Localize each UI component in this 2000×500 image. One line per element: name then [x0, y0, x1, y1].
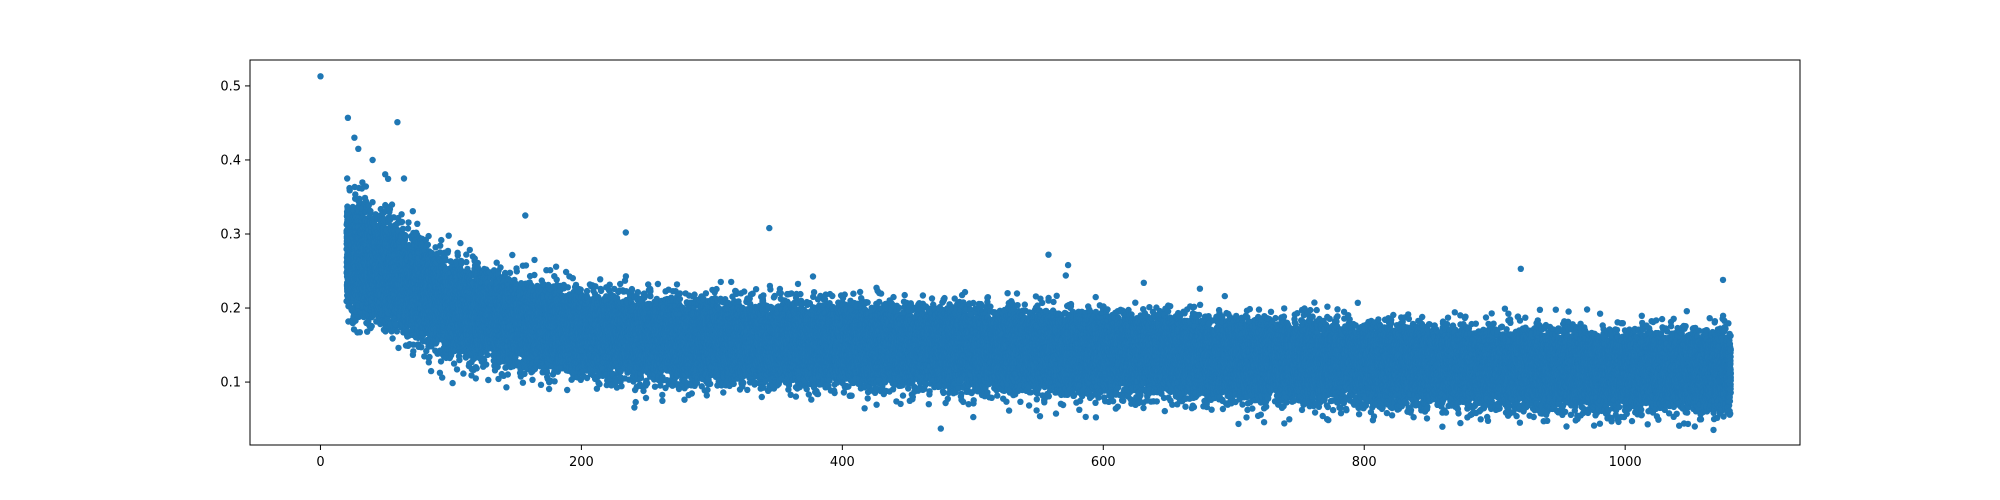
scatter-point [362, 195, 368, 201]
scatter-point [369, 323, 375, 329]
scatter-points [317, 73, 1734, 433]
scatter-point [344, 175, 350, 181]
scatter-point [357, 329, 363, 335]
scatter-point [363, 183, 369, 189]
scatter-point [369, 199, 375, 205]
